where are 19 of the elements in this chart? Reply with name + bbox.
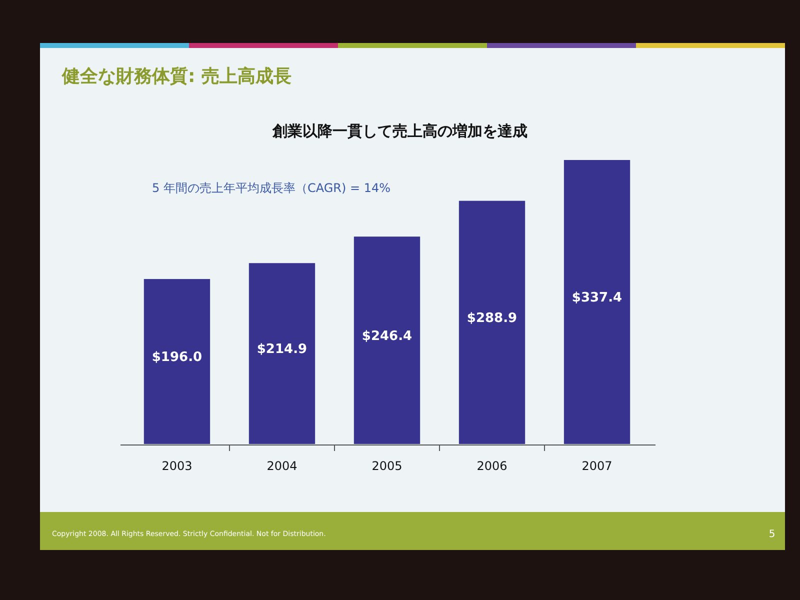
data-label: $337.4: [572, 290, 622, 306]
bar: [564, 160, 630, 444]
bar: [458, 200, 526, 444]
data-label: $288.9: [466, 310, 518, 326]
data-label: $214.9: [256, 342, 308, 358]
text: 5: [768, 529, 776, 540]
bar: [248, 263, 316, 444]
data-label: $246.4: [362, 328, 412, 344]
x-tick-label: 2005: [372, 459, 402, 473]
data-label: $196.0: [152, 350, 202, 366]
annotation: 5 年間の売上年平均成長率（CAGR) = 14%: [152, 181, 390, 195]
x-tick-label: 2004: [266, 459, 298, 473]
x-tick-label: 2003: [162, 459, 192, 473]
bar: [354, 236, 420, 444]
chart-title: 健全な財務体質: 売上高成長: [61, 66, 292, 87]
chart-subtitle: 創業以降一貫して売上高の増加を達成: [272, 122, 528, 140]
bar: [144, 279, 210, 444]
x-tick-label: 2006: [476, 459, 508, 473]
x-tick-label: 2007: [582, 459, 612, 473]
